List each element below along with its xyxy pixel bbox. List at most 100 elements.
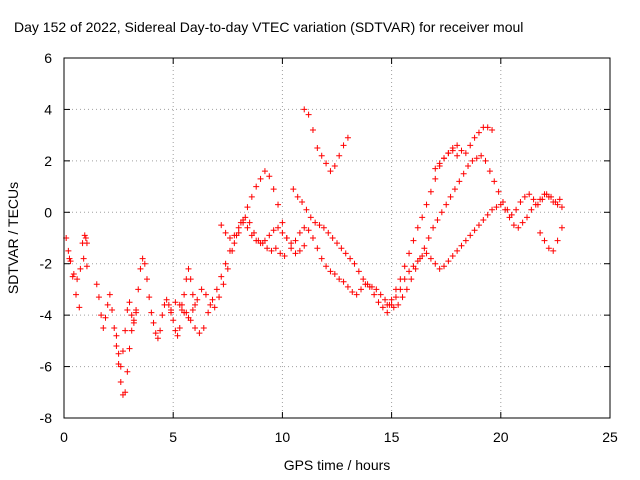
- data-point: [83, 263, 90, 270]
- data-point: [185, 265, 192, 272]
- data-point: [447, 193, 454, 200]
- data-point: [109, 307, 116, 313]
- data-point: [111, 325, 118, 331]
- data-point: [226, 235, 233, 241]
- data-point: [410, 237, 417, 244]
- data-point: [434, 217, 441, 223]
- data-point: [100, 325, 107, 331]
- x-tick-label: 5: [169, 429, 177, 445]
- data-point: [430, 224, 437, 231]
- data-point: [489, 206, 496, 213]
- data-point: [423, 201, 430, 208]
- data-point: [340, 278, 347, 285]
- data-point: [272, 245, 279, 252]
- data-point: [473, 155, 480, 162]
- data-point: [465, 163, 472, 169]
- data-point: [290, 186, 297, 193]
- data-point: [436, 265, 443, 272]
- data-point: [364, 281, 371, 288]
- data-point: [299, 199, 306, 205]
- y-tick-label: 6: [44, 50, 52, 66]
- data-point: [244, 204, 251, 211]
- data-point: [135, 286, 142, 293]
- data-point: [104, 301, 111, 308]
- data-point: [211, 304, 218, 311]
- data-point: [296, 229, 303, 236]
- data-point: [489, 127, 496, 133]
- data-point: [327, 268, 334, 275]
- data-point: [524, 214, 531, 221]
- data-point: [451, 186, 458, 193]
- data-point: [244, 224, 251, 231]
- data-point: [93, 281, 100, 288]
- data-point: [231, 240, 238, 247]
- data-point: [443, 201, 450, 208]
- data-point: [154, 335, 161, 342]
- data-point: [113, 343, 120, 349]
- data-point: [471, 134, 478, 141]
- data-point: [338, 245, 345, 252]
- data-point: [98, 312, 105, 319]
- data-point: [81, 232, 88, 239]
- data-point: [545, 245, 552, 252]
- data-point: [344, 134, 351, 141]
- data-point: [550, 199, 557, 205]
- data-point: [441, 155, 448, 162]
- data-point: [248, 232, 255, 239]
- data-point: [73, 291, 80, 298]
- data-point: [318, 152, 325, 159]
- data-point: [172, 327, 179, 334]
- data-point: [388, 301, 395, 308]
- data-point: [126, 299, 133, 306]
- x-tick-label: 0: [60, 429, 68, 445]
- data-point: [344, 283, 351, 290]
- data-point: [515, 224, 522, 231]
- data-point: [139, 255, 146, 262]
- data-point: [495, 188, 502, 195]
- data-point: [172, 299, 179, 306]
- data-point: [296, 247, 303, 254]
- data-point: [80, 255, 87, 262]
- data-point: [537, 196, 544, 203]
- data-point: [268, 247, 275, 254]
- data-point: [194, 296, 201, 303]
- data-point: [119, 348, 126, 355]
- data-point: [323, 160, 330, 167]
- data-point: [165, 301, 172, 308]
- data-point: [128, 312, 135, 319]
- data-point: [395, 301, 402, 308]
- data-point: [240, 219, 247, 226]
- data-point: [163, 296, 170, 303]
- data-point: [235, 229, 242, 236]
- data-point: [168, 307, 175, 313]
- data-point: [414, 258, 421, 265]
- data-point: [124, 368, 131, 375]
- data-point: [314, 145, 321, 151]
- data-point: [196, 330, 203, 337]
- y-tick-label: -4: [40, 307, 53, 323]
- data-point: [207, 301, 214, 308]
- data-point: [150, 319, 157, 326]
- data-point: [388, 296, 395, 303]
- data-point: [554, 201, 561, 208]
- data-point: [325, 229, 332, 236]
- data-point: [351, 260, 358, 267]
- data-point: [213, 286, 220, 293]
- data-point: [309, 127, 316, 133]
- data-point: [347, 255, 354, 262]
- data-point: [128, 327, 135, 334]
- data-point: [373, 286, 380, 293]
- data-point: [441, 263, 448, 270]
- data-point: [471, 227, 478, 234]
- data-point: [454, 152, 461, 159]
- data-point: [152, 330, 159, 337]
- data-point: [517, 199, 524, 205]
- data-point: [478, 152, 485, 159]
- data-point: [545, 193, 552, 200]
- data-point: [353, 291, 360, 298]
- data-point: [222, 260, 229, 267]
- data-point: [486, 168, 493, 175]
- data-point: [484, 124, 491, 131]
- data-point: [456, 178, 463, 185]
- y-tick-label: 2: [44, 153, 52, 169]
